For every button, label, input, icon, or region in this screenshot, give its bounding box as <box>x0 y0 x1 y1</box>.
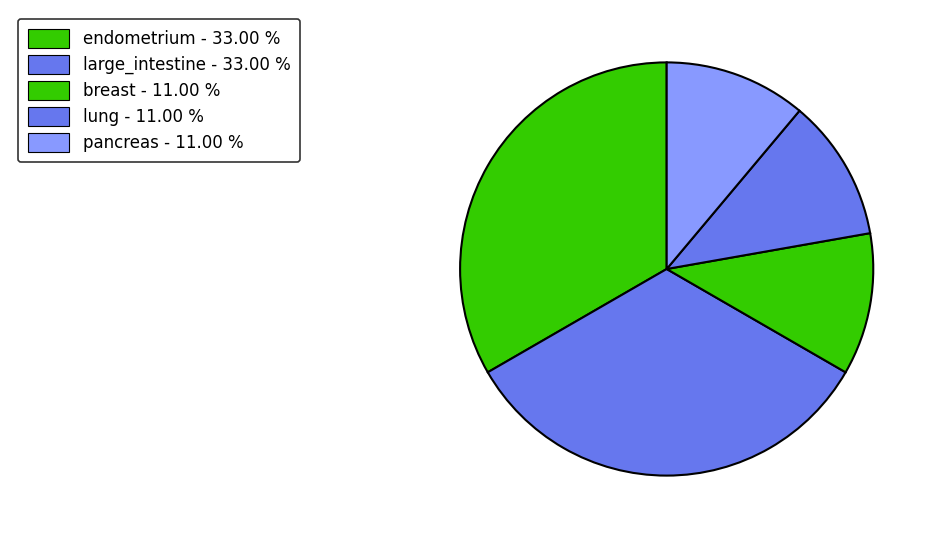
Wedge shape <box>487 269 846 476</box>
Wedge shape <box>667 111 870 269</box>
Wedge shape <box>460 62 667 372</box>
Legend: endometrium - 33.00 %, large_intestine - 33.00 %, breast - 11.00 %, lung - 11.00: endometrium - 33.00 %, large_intestine -… <box>18 19 300 162</box>
Wedge shape <box>667 62 799 269</box>
Wedge shape <box>667 233 873 372</box>
